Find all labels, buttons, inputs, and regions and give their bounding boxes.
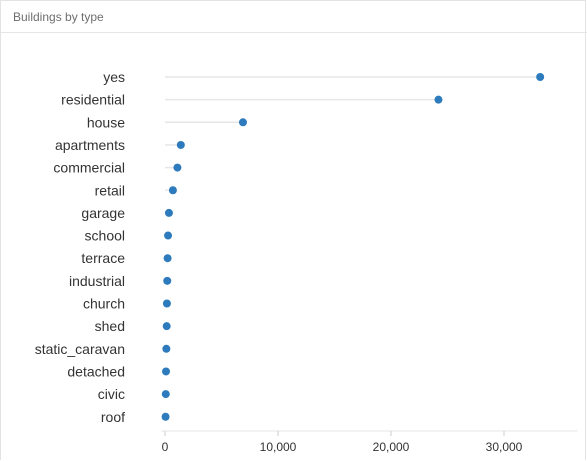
x-tick-label: 30,000 bbox=[486, 440, 523, 454]
category-label: garage bbox=[81, 205, 125, 221]
category-label: yes bbox=[103, 69, 125, 85]
category-label: terrace bbox=[81, 250, 125, 266]
data-point bbox=[176, 140, 185, 149]
data-point bbox=[162, 367, 171, 376]
data-point bbox=[164, 208, 173, 217]
category-label: static_caravan bbox=[35, 341, 125, 357]
x-tick-label: 10,000 bbox=[260, 440, 297, 454]
data-point bbox=[238, 118, 247, 127]
data-point bbox=[163, 276, 172, 285]
data-point bbox=[162, 344, 171, 353]
data-point bbox=[162, 299, 171, 308]
data-point bbox=[161, 390, 170, 399]
category-label: retail bbox=[95, 182, 125, 198]
panel-header: Buildings by type bbox=[1, 1, 587, 33]
data-point bbox=[168, 186, 177, 195]
category-label: house bbox=[87, 114, 125, 130]
category-label: school bbox=[85, 228, 125, 244]
data-point bbox=[161, 412, 170, 421]
data-point bbox=[173, 163, 182, 172]
data-point bbox=[163, 254, 172, 263]
data-point bbox=[162, 322, 171, 331]
category-label: church bbox=[83, 296, 125, 312]
data-point bbox=[536, 73, 545, 81]
category-label: apartments bbox=[55, 137, 125, 153]
panel-title: Buildings by type bbox=[13, 10, 104, 24]
category-label: residential bbox=[61, 92, 125, 108]
data-point bbox=[164, 231, 173, 240]
x-tick-label: 20,000 bbox=[373, 440, 410, 454]
category-label: roof bbox=[101, 409, 125, 425]
category-label: detached bbox=[67, 363, 125, 379]
buildings-by-type-chart: 0 10,000 20,000 30,000 yes residential house ap… bbox=[35, 69, 578, 454]
category-label: civic bbox=[98, 386, 125, 402]
data-point bbox=[434, 95, 443, 104]
category-label: commercial bbox=[53, 160, 125, 176]
category-label: shed bbox=[95, 318, 125, 334]
category-label: industrial bbox=[69, 273, 125, 289]
x-tick-label: 0 bbox=[162, 440, 169, 454]
